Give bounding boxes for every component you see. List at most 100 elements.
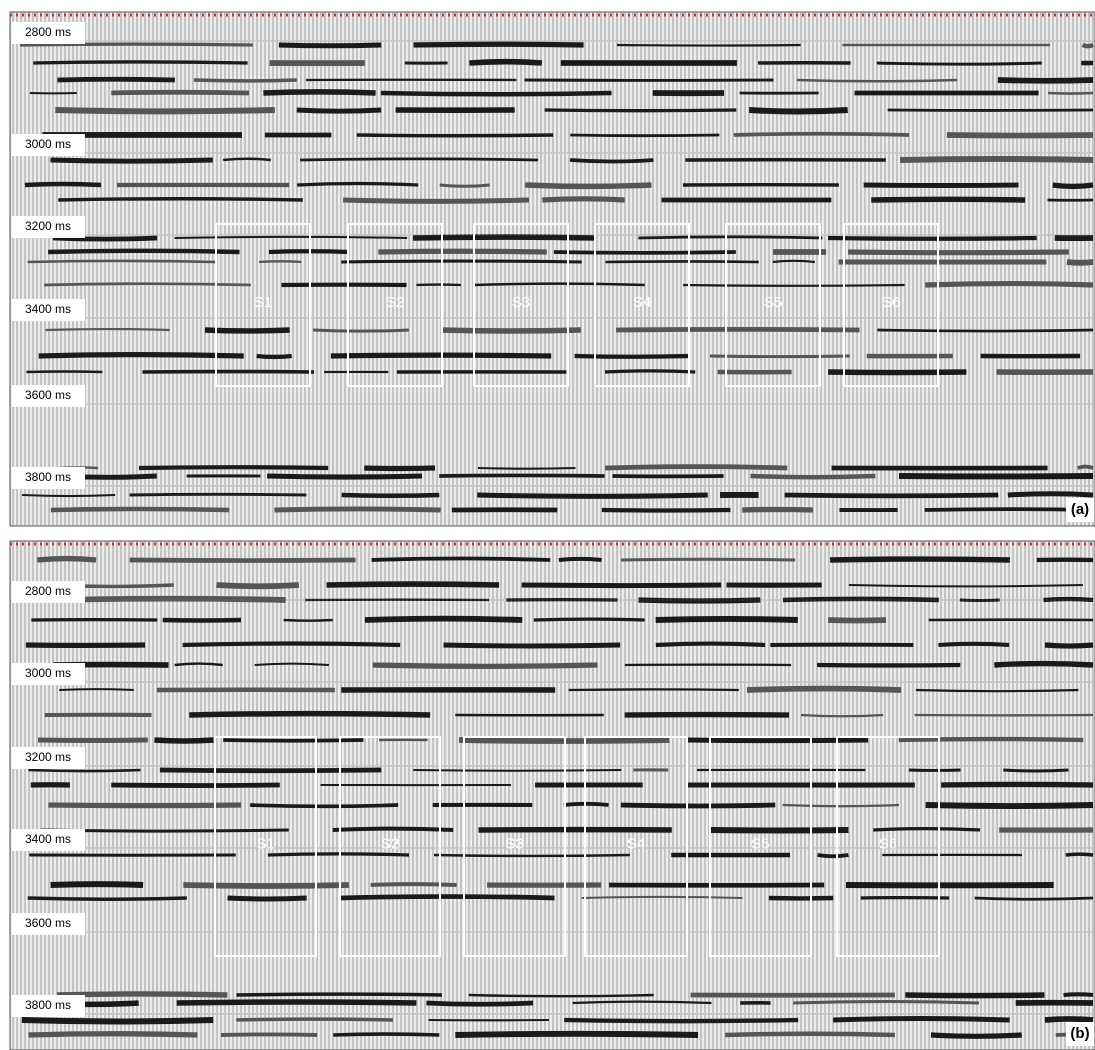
- reflector: [44, 284, 251, 285]
- reflector: [177, 1002, 417, 1003]
- time-label: 3400 ms: [25, 832, 71, 846]
- time-label: 3800 ms: [25, 470, 71, 484]
- reflector: [263, 92, 375, 93]
- page: 2800 ms3000 ms3200 ms3400 ms3600 ms3800 …: [0, 0, 1095, 1050]
- time-label: 2800 ms: [25, 584, 71, 598]
- seismic-panel: 2800 ms3000 ms3200 ms3400 ms3600 ms3800 …: [10, 541, 1095, 1050]
- reflector: [58, 199, 303, 200]
- section-label: S4: [627, 835, 645, 852]
- reflector: [994, 664, 1093, 665]
- reflector: [333, 829, 454, 830]
- reflector: [55, 110, 275, 111]
- reflector: [784, 495, 998, 496]
- reflector: [1064, 994, 1093, 995]
- reflector: [801, 715, 883, 716]
- reflector: [327, 584, 500, 585]
- reflector: [905, 995, 1044, 996]
- reflector: [828, 620, 886, 621]
- reflector: [48, 251, 239, 252]
- reflector: [734, 134, 909, 135]
- reflector: [828, 372, 966, 373]
- reflector: [1045, 1019, 1093, 1020]
- reflector: [439, 475, 604, 476]
- reflector: [50, 160, 212, 161]
- reflector: [582, 897, 743, 898]
- reflector: [871, 199, 1025, 200]
- reflector: [189, 714, 430, 715]
- reflector: [656, 644, 765, 645]
- reflector: [947, 135, 1093, 136]
- reflector: [183, 885, 348, 886]
- reflector: [28, 770, 140, 771]
- reflector: [926, 805, 1093, 806]
- reflector: [477, 495, 707, 496]
- time-label: 3800 ms: [25, 998, 71, 1012]
- reflector: [525, 185, 651, 186]
- reflector: [440, 185, 490, 186]
- reflector: [749, 110, 848, 111]
- reflector: [773, 261, 815, 262]
- reflector: [216, 585, 299, 586]
- reflector: [223, 159, 271, 160]
- panel-label: (b): [1070, 1025, 1089, 1042]
- reflector: [900, 159, 1093, 160]
- reflector: [725, 1034, 894, 1035]
- reflector: [747, 689, 901, 690]
- reflector: [175, 664, 223, 665]
- reflector: [793, 1002, 979, 1003]
- reflector: [381, 93, 612, 94]
- reflector: [414, 44, 584, 45]
- reflector: [478, 468, 575, 469]
- section-label: S6: [879, 835, 897, 852]
- reflector: [33, 62, 247, 63]
- reflector: [783, 805, 899, 806]
- reflector: [267, 476, 422, 477]
- reflector: [621, 559, 795, 560]
- reflector: [259, 261, 301, 262]
- reflector: [268, 854, 409, 855]
- reflector: [130, 494, 307, 495]
- reflector: [1083, 45, 1093, 46]
- reflector: [1048, 93, 1093, 94]
- reflector: [340, 897, 555, 898]
- time-label: 3600 ms: [25, 388, 71, 402]
- reflector: [570, 135, 719, 136]
- reflector: [568, 689, 738, 690]
- reflector: [750, 476, 875, 477]
- reflector: [710, 356, 850, 357]
- reflector: [1078, 467, 1093, 468]
- reflector: [274, 509, 440, 510]
- reflector: [998, 80, 1093, 81]
- reflector: [469, 995, 654, 996]
- reflector: [545, 110, 737, 111]
- reflector: [474, 284, 645, 285]
- reflector: [205, 330, 290, 331]
- reflector: [284, 620, 333, 621]
- reflector: [522, 585, 721, 586]
- reflector: [616, 329, 859, 330]
- reflector: [20, 44, 253, 45]
- reflector: [617, 45, 801, 46]
- reflector: [570, 160, 654, 161]
- reflector: [1045, 645, 1093, 646]
- reflector: [250, 805, 398, 806]
- time-label: 3600 ms: [25, 916, 71, 930]
- reflector: [1053, 185, 1093, 186]
- reflector: [221, 1034, 317, 1035]
- reflector: [111, 785, 280, 786]
- reflector: [818, 855, 849, 856]
- section-label: S1: [256, 835, 274, 852]
- reflector: [223, 740, 363, 741]
- reflector: [57, 994, 227, 995]
- reflector: [469, 62, 541, 63]
- reflector: [39, 355, 244, 356]
- reflector: [426, 1003, 533, 1004]
- reflector: [413, 770, 621, 771]
- reflector: [372, 559, 551, 560]
- reflector: [899, 739, 1084, 740]
- reflector: [194, 80, 297, 81]
- reflector: [441, 330, 581, 331]
- time-label: 3200 ms: [25, 750, 71, 764]
- reflector: [333, 1034, 439, 1035]
- reflector: [160, 770, 382, 771]
